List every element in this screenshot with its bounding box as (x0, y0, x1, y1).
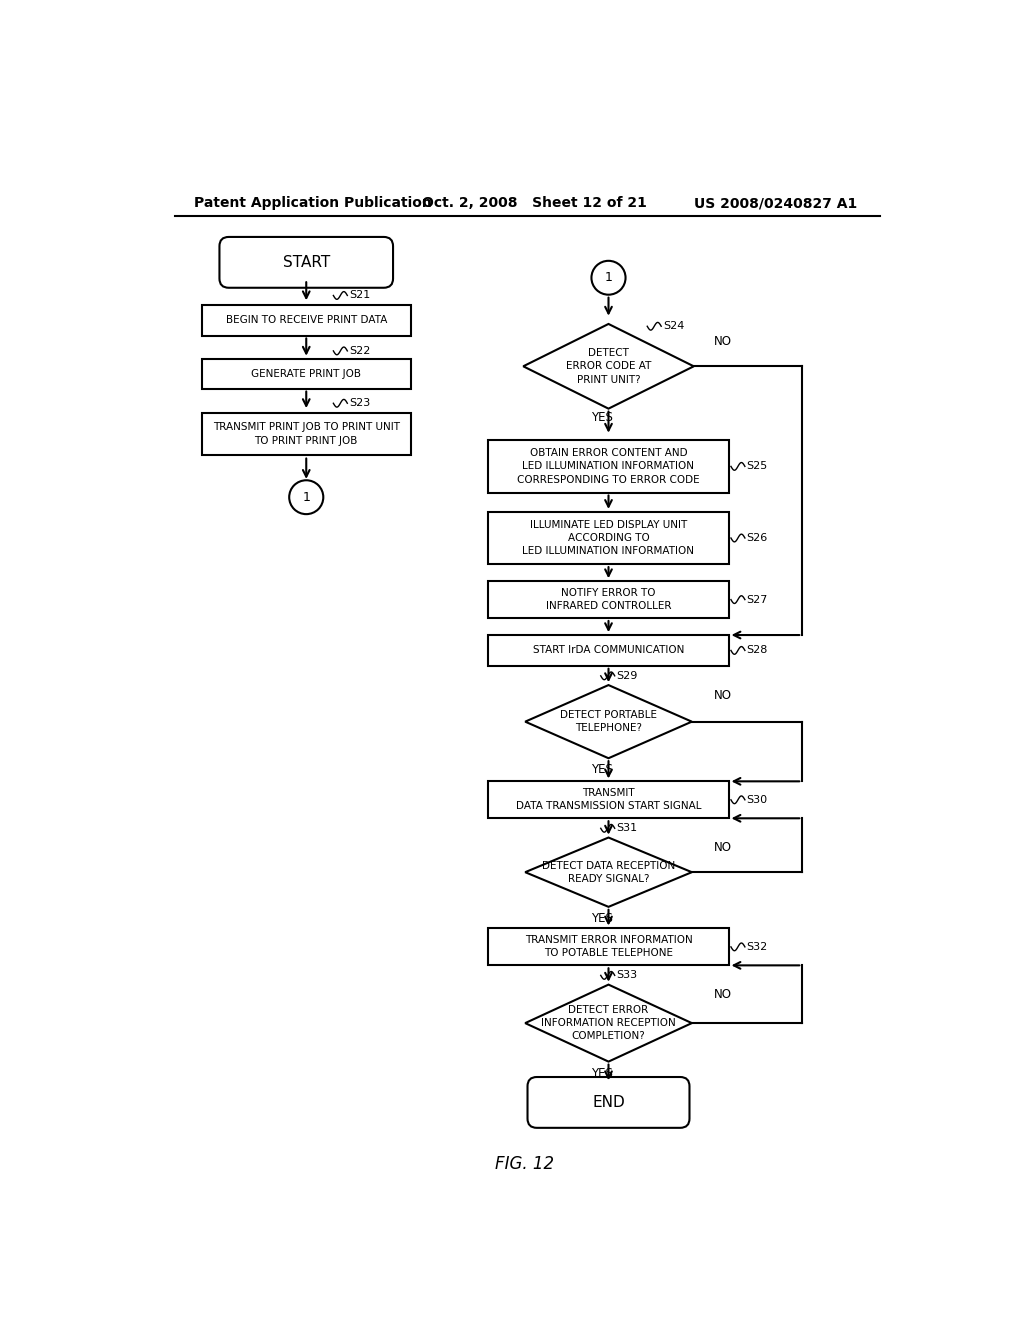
Text: S23: S23 (349, 399, 370, 408)
Text: NO: NO (714, 989, 732, 1001)
Text: S28: S28 (746, 645, 768, 656)
Text: NO: NO (714, 335, 732, 348)
Text: DETECT PORTABLE
TELEPHONE?: DETECT PORTABLE TELEPHONE? (560, 710, 657, 733)
FancyBboxPatch shape (488, 441, 729, 492)
Text: NO: NO (714, 689, 732, 702)
Text: YES: YES (592, 412, 613, 425)
Text: S27: S27 (746, 594, 768, 605)
Text: YES: YES (592, 763, 613, 776)
FancyBboxPatch shape (488, 512, 729, 564)
Text: NO: NO (714, 841, 732, 854)
Text: S29: S29 (616, 671, 638, 681)
Text: S33: S33 (616, 970, 637, 981)
Text: NOTIFY ERROR TO
INFRARED CONTROLLER: NOTIFY ERROR TO INFRARED CONTROLLER (546, 587, 672, 611)
Text: DETECT DATA RECEPTION
READY SIGNAL?: DETECT DATA RECEPTION READY SIGNAL? (542, 861, 675, 884)
Polygon shape (525, 837, 692, 907)
Polygon shape (525, 985, 692, 1061)
Text: YES: YES (592, 912, 613, 925)
Text: Oct. 2, 2008   Sheet 12 of 21: Oct. 2, 2008 Sheet 12 of 21 (423, 197, 647, 210)
Text: END: END (592, 1094, 625, 1110)
Text: S30: S30 (746, 795, 768, 805)
FancyBboxPatch shape (202, 305, 411, 335)
Text: FIG. 12: FIG. 12 (496, 1155, 554, 1173)
Text: START: START (283, 255, 330, 269)
Text: START IrDA COMMUNICATION: START IrDA COMMUNICATION (532, 645, 684, 656)
FancyBboxPatch shape (488, 581, 729, 618)
Text: OBTAIN ERROR CONTENT AND
LED ILLUMINATION INFORMATION
CORRESPONDING TO ERROR COD: OBTAIN ERROR CONTENT AND LED ILLUMINATIO… (517, 449, 699, 484)
Polygon shape (525, 685, 692, 758)
Text: BEGIN TO RECEIVE PRINT DATA: BEGIN TO RECEIVE PRINT DATA (225, 315, 387, 325)
FancyBboxPatch shape (488, 781, 729, 818)
FancyBboxPatch shape (527, 1077, 689, 1127)
Text: DETECT ERROR
INFORMATION RECEPTION
COMPLETION?: DETECT ERROR INFORMATION RECEPTION COMPL… (541, 1005, 676, 1041)
Circle shape (592, 261, 626, 294)
Text: YES: YES (592, 1067, 613, 1080)
Text: TRANSMIT ERROR INFORMATION
TO POTABLE TELEPHONE: TRANSMIT ERROR INFORMATION TO POTABLE TE… (524, 936, 692, 958)
FancyBboxPatch shape (219, 238, 393, 288)
Text: S25: S25 (746, 462, 768, 471)
Text: S24: S24 (663, 321, 684, 331)
FancyBboxPatch shape (202, 413, 411, 455)
Text: TRANSMIT
DATA TRANSMISSION START SIGNAL: TRANSMIT DATA TRANSMISSION START SIGNAL (516, 788, 701, 812)
Text: S26: S26 (746, 533, 768, 543)
FancyBboxPatch shape (202, 359, 411, 388)
Text: DETECT
ERROR CODE AT
PRINT UNIT?: DETECT ERROR CODE AT PRINT UNIT? (566, 348, 651, 384)
Polygon shape (523, 323, 693, 409)
Text: TRANSMIT PRINT JOB TO PRINT UNIT
TO PRINT PRINT JOB: TRANSMIT PRINT JOB TO PRINT UNIT TO PRIN… (213, 422, 399, 446)
Text: US 2008/0240827 A1: US 2008/0240827 A1 (693, 197, 857, 210)
Text: S31: S31 (616, 824, 637, 833)
Text: ILLUMINATE LED DISPLAY UNIT
ACCORDING TO
LED ILLUMINATION INFORMATION: ILLUMINATE LED DISPLAY UNIT ACCORDING TO… (522, 520, 694, 556)
Circle shape (289, 480, 324, 515)
Text: 1: 1 (604, 271, 612, 284)
FancyBboxPatch shape (488, 635, 729, 665)
Text: Patent Application Publication: Patent Application Publication (194, 197, 432, 210)
Text: S22: S22 (349, 346, 371, 356)
Text: S21: S21 (349, 290, 370, 301)
Text: S32: S32 (746, 942, 768, 952)
FancyBboxPatch shape (488, 928, 729, 965)
Text: GENERATE PRINT JOB: GENERATE PRINT JOB (251, 370, 361, 379)
Text: 1: 1 (302, 491, 310, 504)
